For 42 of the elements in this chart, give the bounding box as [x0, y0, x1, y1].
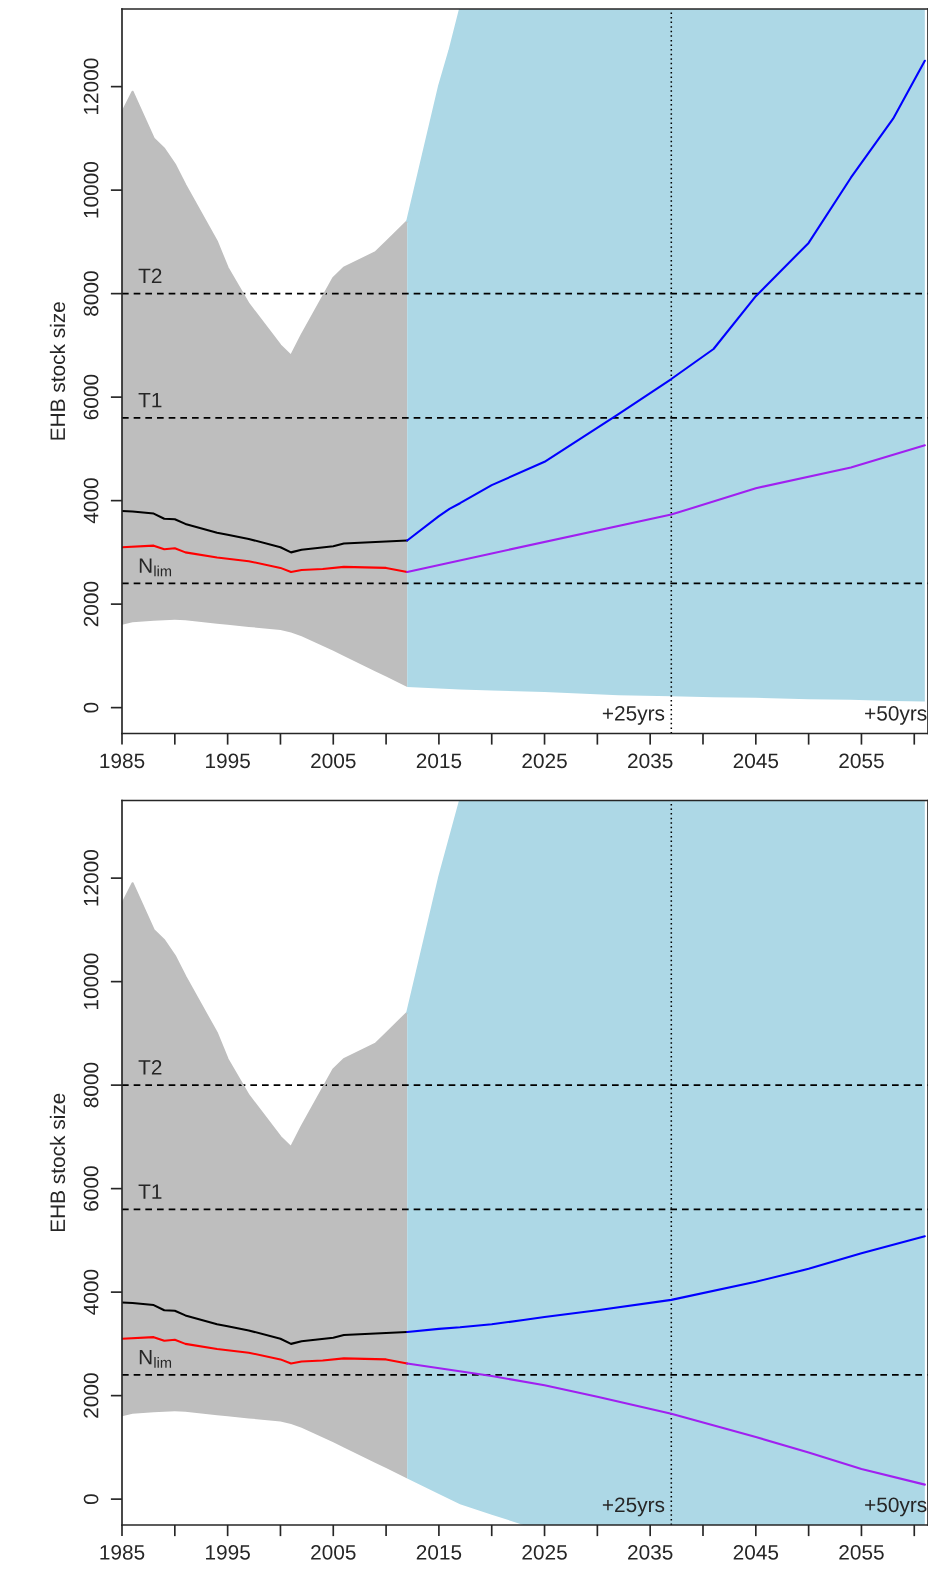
x-tick-label: 1995	[206, 1544, 250, 1560]
y-tick-label: 10000	[83, 953, 99, 1009]
ref-line-label: T1	[138, 392, 162, 408]
x-tick-label: 2045	[733, 1544, 779, 1560]
x-tick-label: 2025	[522, 1544, 567, 1560]
y-tick-label: 10000	[83, 161, 99, 218]
y-tick-label: 6000	[83, 1166, 99, 1211]
y-tick-label: 4000	[83, 478, 99, 524]
x-tick-label: 1995	[206, 753, 250, 769]
y-tick-label: 4000	[83, 1269, 99, 1315]
ref-line-label: T1	[138, 1184, 162, 1199]
ref-line-label: +25yrs	[602, 1497, 665, 1517]
y-tick-label: 12000	[83, 58, 99, 114]
y-tick-label: 2000	[83, 1373, 99, 1418]
y-tick-label: 2000	[83, 581, 99, 627]
annotation: +50yrs	[865, 1497, 927, 1517]
x-tick-label: 2025	[522, 753, 567, 769]
annotation: +50yrs	[865, 705, 927, 725]
ref-line-label: T2	[138, 268, 162, 284]
y-tick-label: 8000	[83, 271, 99, 316]
x-tick-label: 1985	[100, 753, 145, 769]
ref-line-label: N$_{lim}$	[139, 558, 172, 577]
ref-line-label: N$_{lim}$	[139, 1350, 172, 1368]
x-tick-label: 2015	[416, 1544, 462, 1560]
ref-line-label: +25yrs	[602, 705, 665, 725]
x-tick-label: 2055	[839, 753, 884, 769]
x-tick-label: 2045	[733, 753, 779, 769]
y-axis-title: EHB stock size	[49, 1093, 66, 1232]
x-tick-label: 2035	[628, 1544, 673, 1560]
y-tick-label: 0	[83, 1494, 99, 1505]
x-tick-label: 2005	[311, 753, 356, 769]
x-tick-label: 2055	[839, 1544, 884, 1560]
ref-line-label: T2	[138, 1060, 162, 1075]
x-tick-label: 2005	[311, 1544, 356, 1560]
x-tick-label: 1985	[100, 1544, 145, 1560]
x-tick-label: 2035	[628, 753, 673, 769]
y-tick-label: 6000	[83, 374, 99, 420]
y-tick-label: 8000	[83, 1062, 99, 1108]
y-axis-title: EHB stock size	[49, 302, 66, 440]
x-tick-label: 2015	[416, 753, 462, 769]
y-tick-label: 12000	[83, 849, 99, 906]
y-tick-label: 0	[83, 702, 99, 713]
